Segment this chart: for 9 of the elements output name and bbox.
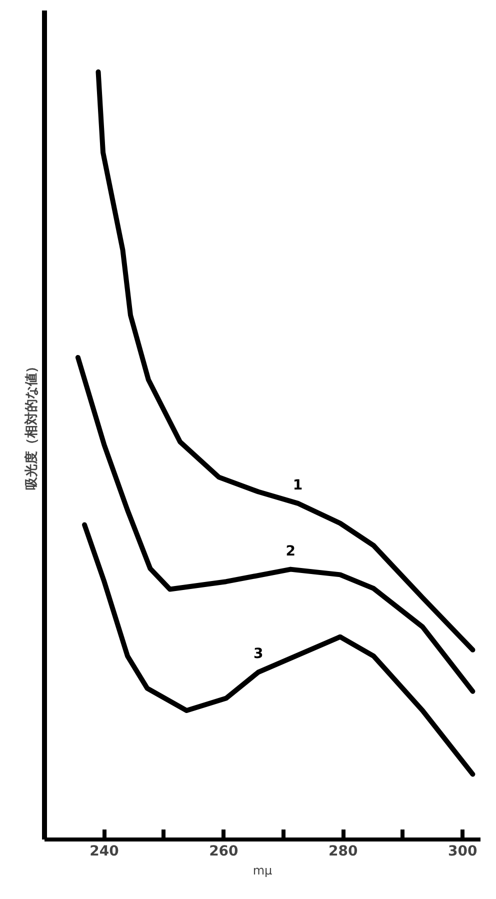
x-tick-label: 240 <box>90 844 120 860</box>
series-label: 1 <box>292 477 303 494</box>
series-label: 2 <box>286 543 296 560</box>
x-tick-label: 260 <box>209 844 239 860</box>
x-axis-title: mμ <box>252 864 273 878</box>
y-axis-title: 吸光度（相対的な値） <box>24 360 40 490</box>
x-tick-label: 280 <box>328 844 358 860</box>
series-label: 3 <box>253 646 264 662</box>
x-tick-label: 300 <box>448 844 478 860</box>
